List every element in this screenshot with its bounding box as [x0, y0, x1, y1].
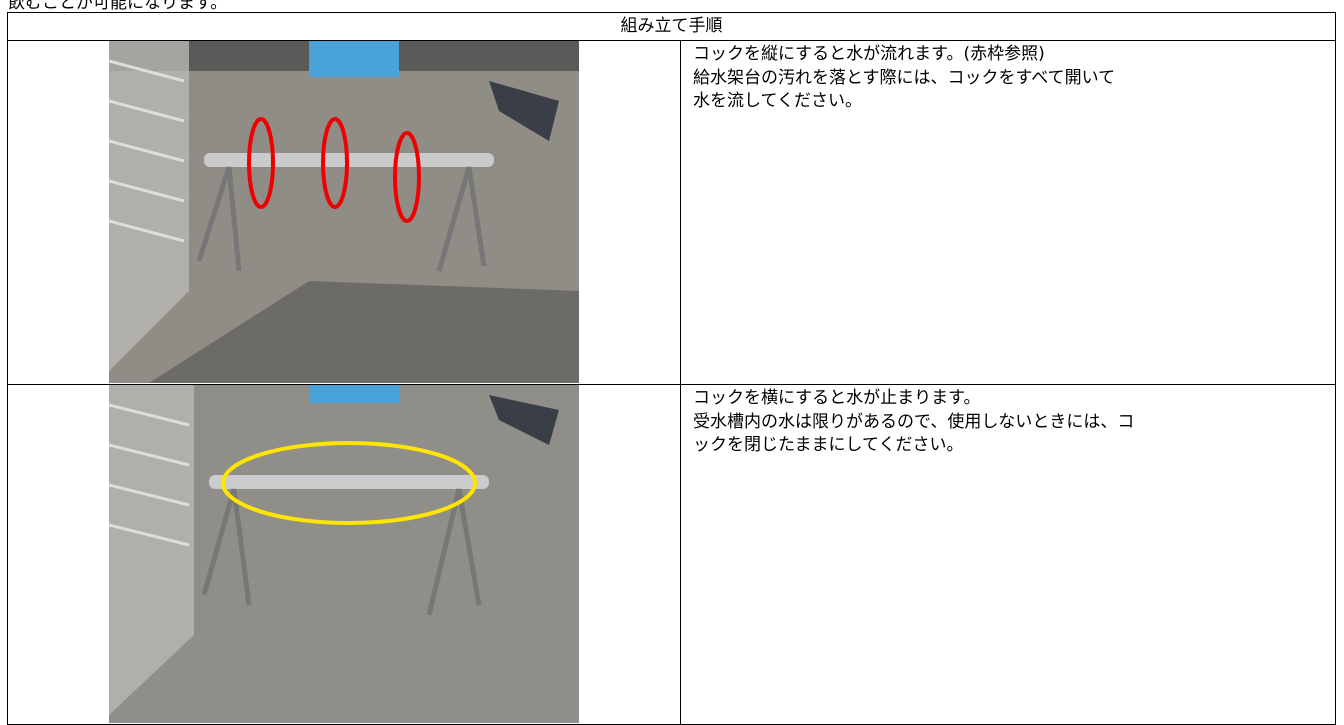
photo	[109, 385, 579, 723]
photo	[109, 41, 579, 383]
text-line: コックを横にすると水が止まります。	[693, 388, 981, 408]
photo-cell	[7, 384, 681, 725]
photo-cell	[7, 40, 681, 385]
text-line: コックを縦にすると水が流れます。(赤枠参照)	[693, 44, 1045, 64]
text-line: ックを閉じたままにしてください。	[693, 435, 964, 455]
step-text: コックを縦にすると水が流れます。(赤枠参照) 給水架台の汚れを落とす際には、コッ…	[680, 40, 1336, 385]
text-line: 受水槽内の水は限りがあるので、使用しないときには、コ	[693, 411, 1135, 432]
table-title: 組み立て手順	[7, 12, 1336, 41]
text-line: 給水架台の汚れを落とす際には、コックをすべて開いて	[693, 67, 1116, 88]
step-text: コックを横にすると水が止まります。 受水槽内の水は限りがあるので、使用しないとき…	[680, 384, 1336, 725]
top-text: 飲むことが可能になります。	[8, 0, 228, 13]
steps-table: 組み立て手順 コックを縦にすると水が流れます。(赤枠参照) 給水架台の汚れを落と…	[7, 12, 1336, 725]
text-line: 水を流してください。	[693, 91, 862, 111]
